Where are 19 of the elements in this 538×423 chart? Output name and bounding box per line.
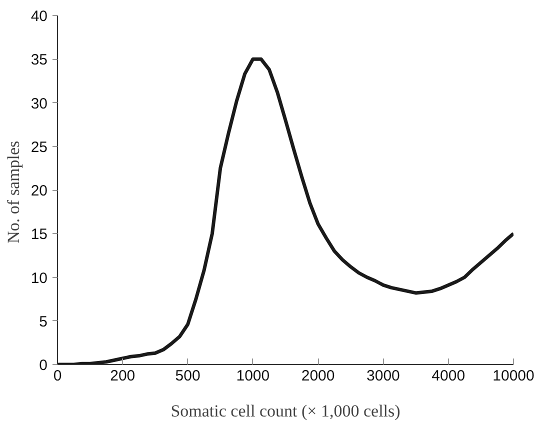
- x-tick-label: 500: [175, 368, 200, 384]
- y-tick-label: 0: [39, 357, 48, 374]
- x-axis-title: Somatic cell count (× 1,000 cells): [170, 402, 400, 420]
- y-tick-label: 15: [30, 226, 48, 244]
- y-tick-label: 40: [30, 8, 48, 25]
- y-tick-label: 30: [30, 95, 48, 112]
- y-tick-label: 35: [30, 52, 48, 69]
- x-tick-label: 10000: [492, 368, 534, 384]
- x-tick-label: 2000: [301, 368, 335, 384]
- x-tick-label: 3000: [366, 368, 400, 384]
- y-tick-label: 25: [30, 138, 48, 156]
- y-tick-label: 20: [30, 182, 48, 200]
- y-axis-title: No. of samples: [4, 140, 23, 244]
- x-tick-label: 200: [110, 368, 136, 384]
- x-tick-label: 1000: [236, 368, 270, 384]
- x-tick-label: 0: [53, 368, 62, 384]
- y-tick-label: 10: [30, 270, 48, 287]
- y-tick-label: 5: [39, 313, 48, 330]
- x-tick-label: 4000: [432, 368, 466, 384]
